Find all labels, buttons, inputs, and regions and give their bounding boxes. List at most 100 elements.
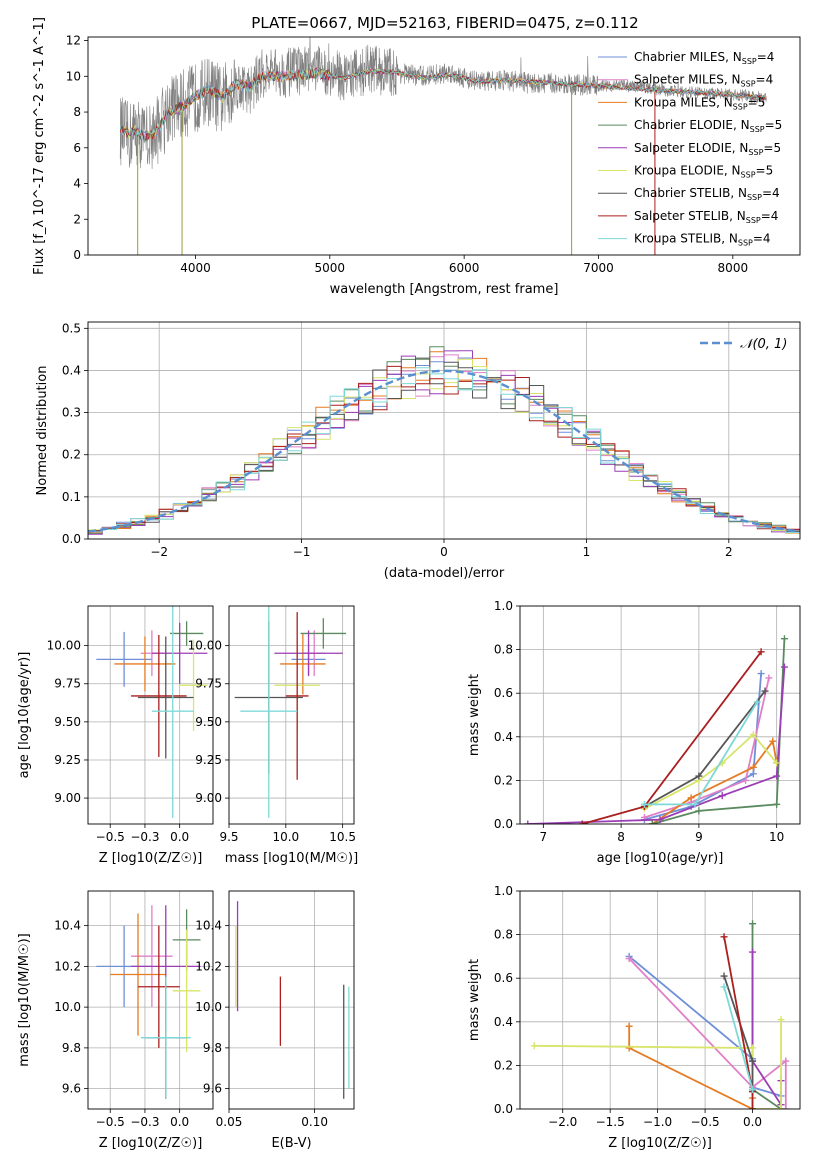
weight-point [749,1044,757,1052]
x-tick-label: 5000 [315,261,346,275]
y-tick-label: 0.8 [494,643,513,657]
x-tick-label: 8 [617,830,625,844]
y-tick-label: 12 [66,34,81,48]
panel-Z-mass: −0.5 −0.3 0.0 9.6 9.8 10.0 10.2 10.4 Z [log10(Z/… [17,890,214,1151]
plot-area-Z-weight [520,891,800,1109]
x-tick-label: −0.5 [96,830,125,844]
y-tick-label: 0.4 [494,730,513,744]
axes-frame [228,605,355,825]
y-tick-label: 9.25 [195,753,222,767]
x-tick-label: 9.5 [219,830,238,844]
weight-point [780,635,788,643]
y-tick-label: 9.75 [54,677,81,691]
y-tick-label: 9.50 [54,715,81,729]
legend-entry: Kroupa MILES, NSSP=5 [634,95,765,111]
weight-point [749,1105,757,1109]
axes-frame [87,890,214,1110]
legend-sub: SSP [746,216,761,225]
legend-sub: SSP [738,239,753,248]
figure-title: PLATE=0667, MJD=52163, FIBERID=0475, z=0… [251,14,638,32]
axes-frame [519,890,801,1110]
weight-point [524,820,532,824]
weight-line [628,957,787,1109]
x-axis-label: Z [log10(Z/Z☉)] [608,1136,712,1151]
legend-nssp: 4 [763,232,771,246]
legend-nssp: 4 [767,50,775,64]
plot-area-ebv-mass [229,891,354,1109]
weight-point [720,972,728,980]
legend-name: Chabrier ELODIE [634,118,733,132]
x-axis-label: age [log10(age/yr)] [597,851,724,866]
weight-point [782,1057,790,1065]
legend-eq: = [756,73,766,87]
legend-entry: Salpeter ELODIE, NSSP=5 [634,141,781,157]
spectrum-model-line [119,66,767,144]
legend-eq: = [753,232,763,246]
panel-residuals: −2 −1 0 1 2 0.0 0.1 0.2 0.3 0.4 0.5 (data-model)/er… [35,321,801,581]
weight-point [765,674,773,682]
x-axis-label: (data-model)/error [384,566,505,581]
x-axis-label: E(B-V) [271,1136,311,1151]
weight-point [780,663,788,671]
legend-sub: SSP [741,80,756,89]
y-tick-label: 10.2 [195,959,222,973]
legend-n: , N [725,50,742,64]
legend-name: Salpeter ELODIE [634,141,732,155]
weight-point [773,772,781,780]
weight-point [761,687,769,695]
x-tick-label: 10 [769,830,784,844]
weight-point [720,983,728,991]
y-axis-label: age [log10(age/yr)] [17,652,32,779]
legend-name: Kroupa STELIB [634,232,721,246]
y-tick-label: 0.2 [494,1058,513,1072]
weight-line [723,986,754,1090]
y-axis-label: mass weight [467,674,482,756]
weight-point [782,1105,790,1109]
weight-point [749,1057,757,1065]
panel-age-weight: 7 8 9 10 0.0 0.2 0.4 0.6 0.8 1.0 age [log10(age/yr… [467,599,801,866]
x-axis-label: Z [log10(Z/Z☉)] [99,851,203,866]
y-tick-label: 0.0 [62,532,81,546]
x-tick-label: −0.3 [130,830,159,844]
plot-area-spectrum [119,37,767,255]
y-tick-label: 0.4 [62,363,81,377]
legend-entry: Salpeter STELIB, NSSP=4 [634,209,778,225]
legend-eq: = [765,118,775,132]
x-tick-label: 0 [440,545,448,559]
x-tick-label: 2 [725,545,733,559]
y-tick-label: 10.0 [195,1000,222,1014]
y-tick-label: 9.8 [62,1041,81,1055]
x-tick-label: 0.05 [216,1115,243,1129]
legend-entry: Chabrier MILES, NSSP=4 [634,50,774,66]
x-tick-label: −2.0 [548,1115,577,1129]
plot-area-mass-age [229,606,354,824]
weight-point [749,763,757,771]
y-tick-label: 0.2 [62,448,81,462]
weight-line [581,651,762,824]
y-tick-label: 9.6 [62,1082,81,1096]
x-tick-label: −0.5 [96,1115,125,1129]
x-tick-label: 4000 [180,261,211,275]
weight-point [769,737,777,745]
legend-sub: SSP [742,57,757,66]
legend-name: Salpeter MILES [634,73,724,87]
legend-nssp: 5 [773,141,781,155]
weight-point [691,800,699,808]
weight-line [643,733,778,810]
plot-area-residuals [88,322,800,539]
legend-entry: 𝒩(0, 1) [740,337,787,352]
panel-spectrum: 4000 5000 6000 7000 8000 0 2 4 6 8 10 12 wavelength … [32,17,801,297]
panel-ebv-mass: 0.05 0.10 9.6 9.8 10.0 10.2 10.4 E(B-V) [195,890,355,1151]
weight-point [777,1016,785,1024]
y-axis-label: mass [log10(M/M☉)] [17,933,32,1066]
x-tick-label: 0.0 [170,830,189,844]
axes-frame [228,890,355,1110]
y-tick-label: 10.00 [47,639,81,653]
y-tick-label: 9.50 [195,715,222,729]
x-tick-label: 0.10 [301,1115,328,1129]
plot-area-age-weight [520,606,800,824]
panel-mass-age: 9.5 10.0 10.5 9.00 9.25 9.50 9.75 10.00 mass [lo… [188,605,358,866]
legend-n: , N [724,164,741,178]
y-axis-label: Normed distribution [35,366,50,496]
